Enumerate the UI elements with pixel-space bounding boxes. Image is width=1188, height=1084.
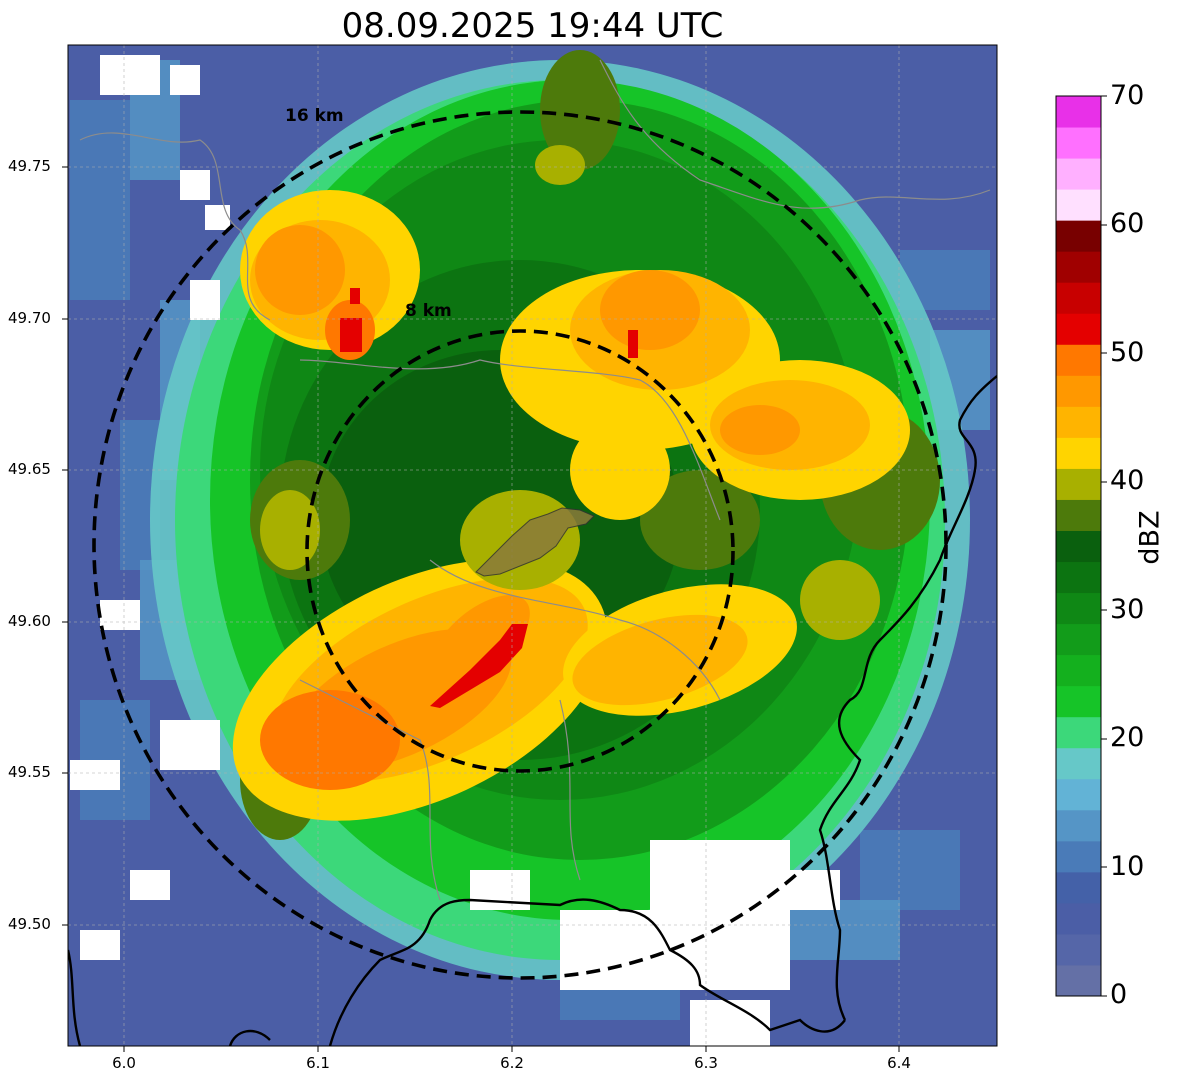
range-rings	[92, 110, 948, 980]
colorbar-tick-label: 0	[1110, 979, 1128, 1010]
colorbar-segment	[1056, 437, 1101, 469]
city-outline	[475, 507, 595, 577]
ring-8km	[305, 329, 735, 773]
colorbar-segment	[1056, 933, 1101, 966]
colorbar-segment	[1056, 96, 1101, 128]
colorbar-tick-label: 10	[1110, 851, 1145, 882]
colorbar-segment	[1056, 158, 1101, 190]
ring-label-16km: 16 km	[285, 106, 344, 126]
colorbar-title: dBZ	[1134, 510, 1166, 565]
x-tick-label: 6.2	[500, 1054, 524, 1072]
y-tick-label: 49.55	[8, 763, 51, 781]
y-tick-label: 49.65	[8, 460, 51, 478]
colorbar-segment	[1056, 871, 1101, 904]
x-tick-label: 6.3	[694, 1054, 718, 1072]
colorbar-segment	[1056, 251, 1101, 283]
colorbar-segment	[1056, 468, 1101, 500]
colorbar-segment	[1056, 530, 1101, 563]
x-tick-label: 6.1	[306, 1054, 330, 1072]
colorbar-segment	[1056, 406, 1101, 438]
colorbar-segment	[1056, 964, 1101, 997]
reflectivity-field	[68, 45, 997, 1046]
colorbar-segment	[1056, 561, 1101, 594]
x-tick-label: 6.4	[887, 1054, 911, 1072]
colorbar-tick-label: 60	[1110, 208, 1145, 239]
colorbar-tick-label: 70	[1110, 80, 1145, 111]
colorbar-segment	[1056, 902, 1101, 935]
colorbar-segment	[1056, 220, 1101, 252]
y-tick-label: 49.70	[8, 309, 51, 327]
colorbar-segment	[1056, 592, 1101, 625]
map-title: 08.09.2025 19:44 UTC	[341, 6, 724, 46]
colorbar-segment	[1056, 282, 1101, 314]
colorbar-segment	[1056, 716, 1101, 749]
colorbar-segment	[1056, 840, 1101, 873]
ring-label-8km: 8 km	[405, 301, 452, 321]
y-tick-label: 49.75	[8, 157, 51, 175]
colorbar-segment	[1056, 747, 1101, 780]
colorbar-segment	[1056, 685, 1101, 718]
colorbar-segment	[1056, 778, 1101, 811]
colorbar-segment	[1056, 375, 1101, 407]
colorbar-tick-label: 50	[1110, 337, 1145, 368]
colorbar-segment	[1056, 127, 1101, 159]
colorbar-segment	[1056, 654, 1101, 687]
colorbar-segment	[1056, 499, 1101, 531]
colorbar-segment	[1056, 189, 1101, 221]
y-tick-label: 49.50	[8, 915, 51, 933]
colorbar-segment	[1056, 809, 1101, 842]
ring-16km	[92, 110, 948, 980]
colorbar-tick-label: 40	[1110, 465, 1145, 496]
colorbar-segment	[1056, 313, 1101, 345]
colorbar-tick-label: 20	[1110, 722, 1145, 753]
colorbar-tick-label: 30	[1110, 594, 1145, 625]
y-tick-label: 49.60	[8, 612, 51, 630]
colorbar	[1056, 96, 1101, 997]
colorbar-segment	[1056, 623, 1101, 656]
x-tick-label: 6.0	[112, 1054, 136, 1072]
colorbar-segment	[1056, 344, 1101, 376]
